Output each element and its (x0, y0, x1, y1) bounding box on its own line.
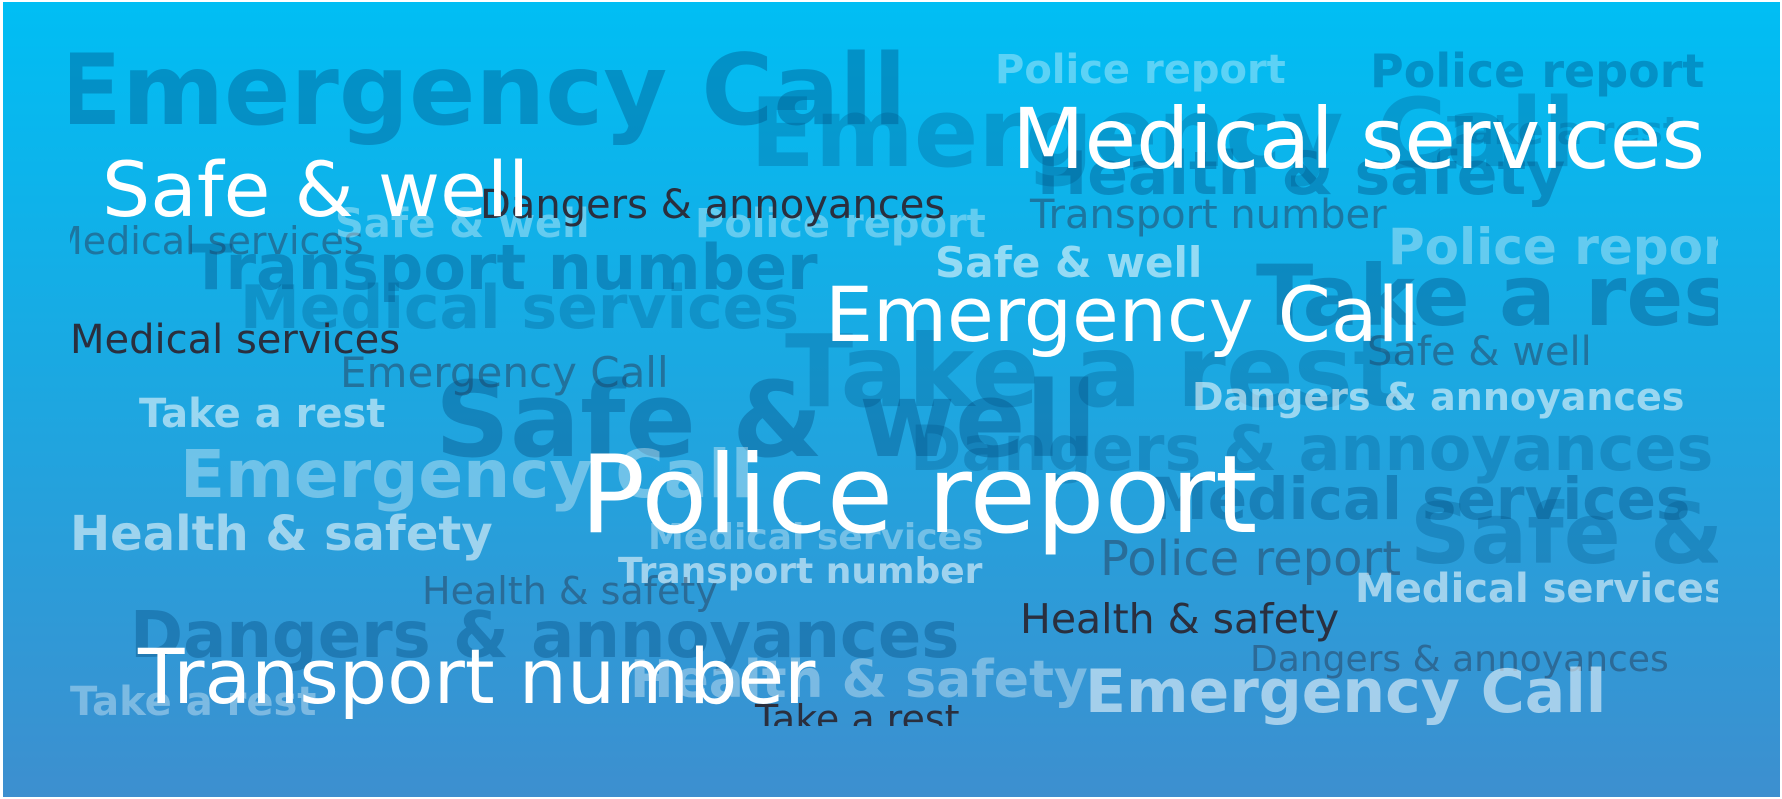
word-police-report: Police report (995, 47, 1286, 93)
word-dangers-annoyances: Dangers & annoyances (910, 412, 1714, 485)
word-safe-well: Safe & well (1410, 485, 1718, 583)
word-take-a-rest: Take a rest (785, 313, 1402, 430)
word-transport-number: Transport number (138, 632, 816, 721)
word-take-a-rest: Take a rest (139, 391, 386, 437)
word-emergency-call: Emergency Call (340, 348, 669, 397)
word-transport-number: Transport number (190, 231, 818, 304)
word-dangers-annoyances: Dangers & annoyances (1250, 639, 1669, 680)
word-emergency-call: Emergency Call (1085, 657, 1607, 726)
word-medical-services: Medical services (1012, 90, 1706, 188)
word-emergency-call: Emergency Call (70, 42, 907, 148)
word-take-a-rest: Take a rest (755, 697, 960, 726)
word-take-a-rest: Take a rest (70, 679, 317, 725)
word-health-safety: Health & safety (630, 650, 1088, 710)
word-take-a-rest: Take a rest (1256, 247, 1718, 345)
word-health-safety: Health & safety (1037, 139, 1566, 209)
word-medical-services: Medical services (1355, 566, 1718, 612)
word-police-report: Police report (1370, 44, 1705, 98)
word-medical-services: Medical services (70, 219, 364, 263)
word-medical-services: Medical services (70, 317, 401, 363)
word-police-report: Police report (695, 201, 986, 247)
word-take-a-rest: Take a rest (1447, 109, 1682, 153)
word-emergency-call: Emergency Call (825, 270, 1420, 359)
word-transport-number: Transport number (1030, 192, 1387, 238)
word-dangers-annoyances: Dangers & annoyances (130, 599, 960, 673)
word-health-safety: Health & safety (422, 569, 718, 613)
word-safe-well: Safe & well (935, 238, 1203, 287)
word-safe-well: Safe & well (102, 145, 530, 234)
word-safe-well: Safe & well (435, 359, 1097, 481)
word-medical-services: Medical services (1150, 465, 1691, 533)
word-police-report: Police report (1100, 531, 1402, 587)
word-police-report: Police report (1388, 218, 1718, 276)
word-safe-well: Safe & well (1367, 329, 1592, 375)
word-emergency-call: Emergency Call (180, 436, 754, 513)
word-safe-well: Safe & well (335, 201, 590, 247)
word-transport-number: Transport number (618, 551, 983, 592)
word-health-safety: Health & safety (70, 506, 493, 562)
word-police-report: Police report (580, 433, 1258, 558)
word-emergency-call: Emergency Call (750, 79, 1576, 189)
word-health-safety: Health & safety (1020, 595, 1340, 643)
word-dangers-annoyances: Dangers & annoyances (480, 182, 946, 228)
word-medical-services: Medical services (240, 273, 800, 343)
word-cloud: Emergency Call Emergency Call Police rep… (70, 42, 1718, 726)
word-cloud-banner: Emergency Call Emergency Call Police rep… (3, 2, 1780, 797)
word-dangers-annoyances: Dangers & annoyances (1192, 375, 1685, 419)
word-medical-services: Medical services (648, 517, 984, 558)
